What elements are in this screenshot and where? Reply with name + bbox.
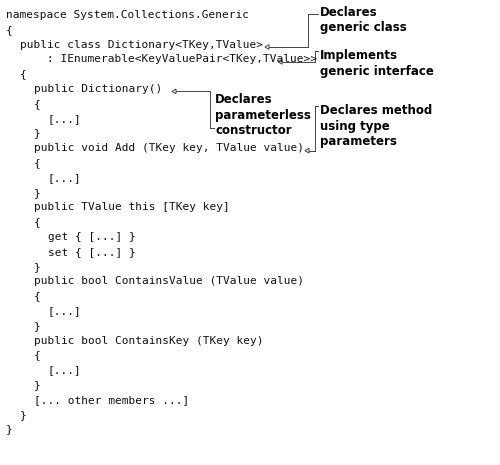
Text: public bool ContainsKey (TKey key): public bool ContainsKey (TKey key): [34, 336, 264, 345]
Text: [...]: [...]: [48, 306, 82, 316]
Text: }: }: [20, 410, 27, 419]
Text: {: {: [34, 217, 41, 227]
Text: namespace System.Collections.Generic: namespace System.Collections.Generic: [6, 10, 249, 20]
Text: Declares method
using type
parameters: Declares method using type parameters: [320, 104, 432, 148]
Text: {: {: [34, 158, 41, 168]
Text: {: {: [34, 99, 41, 109]
Text: Implements
generic interface: Implements generic interface: [320, 49, 434, 78]
Text: public bool ContainsValue (TValue value): public bool ContainsValue (TValue value): [34, 276, 304, 286]
Text: public TValue this [TKey key]: public TValue this [TKey key]: [34, 202, 230, 213]
Text: [...]: [...]: [48, 365, 82, 375]
Text: get { [...] }: get { [...] }: [48, 232, 136, 242]
Text: Declares
parameterless
constructor: Declares parameterless constructor: [215, 93, 311, 137]
Text: : IEnumerable<KeyValuePair<TKey,TValue>>: : IEnumerable<KeyValuePair<TKey,TValue>>: [20, 54, 317, 64]
Text: public void Add (TKey key, TValue value): public void Add (TKey key, TValue value): [34, 143, 304, 153]
Text: Declares
generic class: Declares generic class: [320, 6, 407, 34]
Text: }: }: [34, 321, 41, 331]
Text: [...]: [...]: [48, 173, 82, 183]
Text: {: {: [34, 351, 41, 360]
Text: }: }: [34, 128, 41, 139]
Text: {: {: [20, 69, 27, 79]
Text: public Dictionary(): public Dictionary(): [34, 84, 162, 94]
Text: }: }: [34, 380, 41, 390]
Text: [... other members ...]: [... other members ...]: [34, 395, 189, 405]
Text: }: }: [6, 425, 13, 434]
Text: [...]: [...]: [48, 113, 82, 124]
Text: {: {: [34, 291, 41, 301]
Text: set { [...] }: set { [...] }: [48, 247, 136, 257]
Text: }: }: [34, 187, 41, 198]
Text: }: }: [34, 262, 41, 272]
Text: {: {: [6, 25, 13, 35]
Text: public class Dictionary<TKey,TValue>: public class Dictionary<TKey,TValue>: [20, 40, 263, 50]
